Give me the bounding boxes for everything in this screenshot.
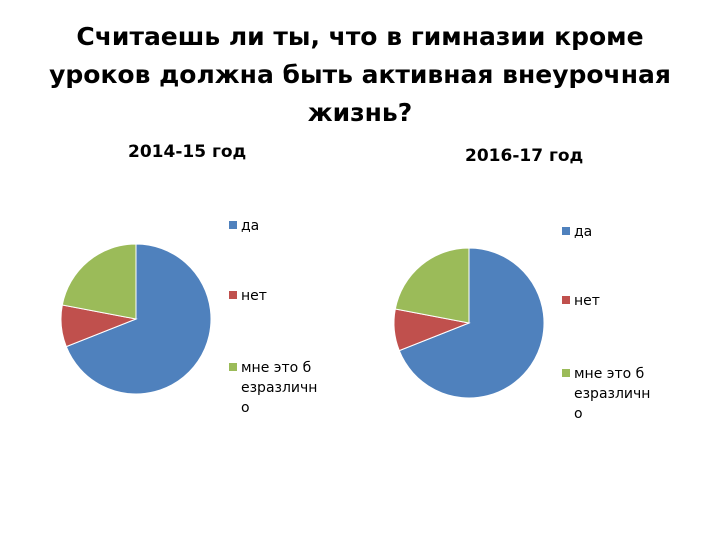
page-title: Считаешь ли ты, что в гимназии кроме уро… <box>49 22 671 127</box>
legend-label-indifferent: мне это безразлично <box>241 360 318 416</box>
legend-swatch-indifferent <box>562 369 570 377</box>
legend-swatch-yes <box>229 221 237 229</box>
legend-swatch-yes <box>562 227 570 235</box>
legend-item-indifferent-2014-15: мне это безразлично <box>229 358 319 418</box>
legend-item-no-2016-17: нет <box>562 291 652 311</box>
legend-swatch-no <box>562 296 570 304</box>
legend-label-yes: да <box>241 218 260 234</box>
pie-chart-2016-17 <box>393 247 545 399</box>
pie-slice-yes <box>65 243 212 395</box>
legend-label-no: нет <box>241 288 267 304</box>
legend-swatch-indifferent <box>229 363 237 371</box>
legend-item-yes-2016-17: да <box>562 222 652 242</box>
legend-label-indifferent: мне это безразлично <box>574 366 651 422</box>
legend-item-indifferent-2016-17: мне это безразлично <box>562 364 652 424</box>
pie-slice-indifferent <box>61 243 137 320</box>
legend-item-yes-2014-15: да <box>229 216 319 236</box>
legend-label-yes: да <box>574 224 593 240</box>
pie-slice-indifferent <box>394 247 470 324</box>
legend-label-no: нет <box>574 293 600 309</box>
pie-slice-yes <box>398 247 545 399</box>
legend-swatch-no <box>229 291 237 299</box>
pie-chart-2014-15 <box>60 243 212 395</box>
legend-item-no-2014-15: нет <box>229 286 319 306</box>
chart-title-2014-15: 2014-15 год <box>128 142 247 162</box>
chart-title-2016-17: 2016-17 год <box>465 146 584 166</box>
